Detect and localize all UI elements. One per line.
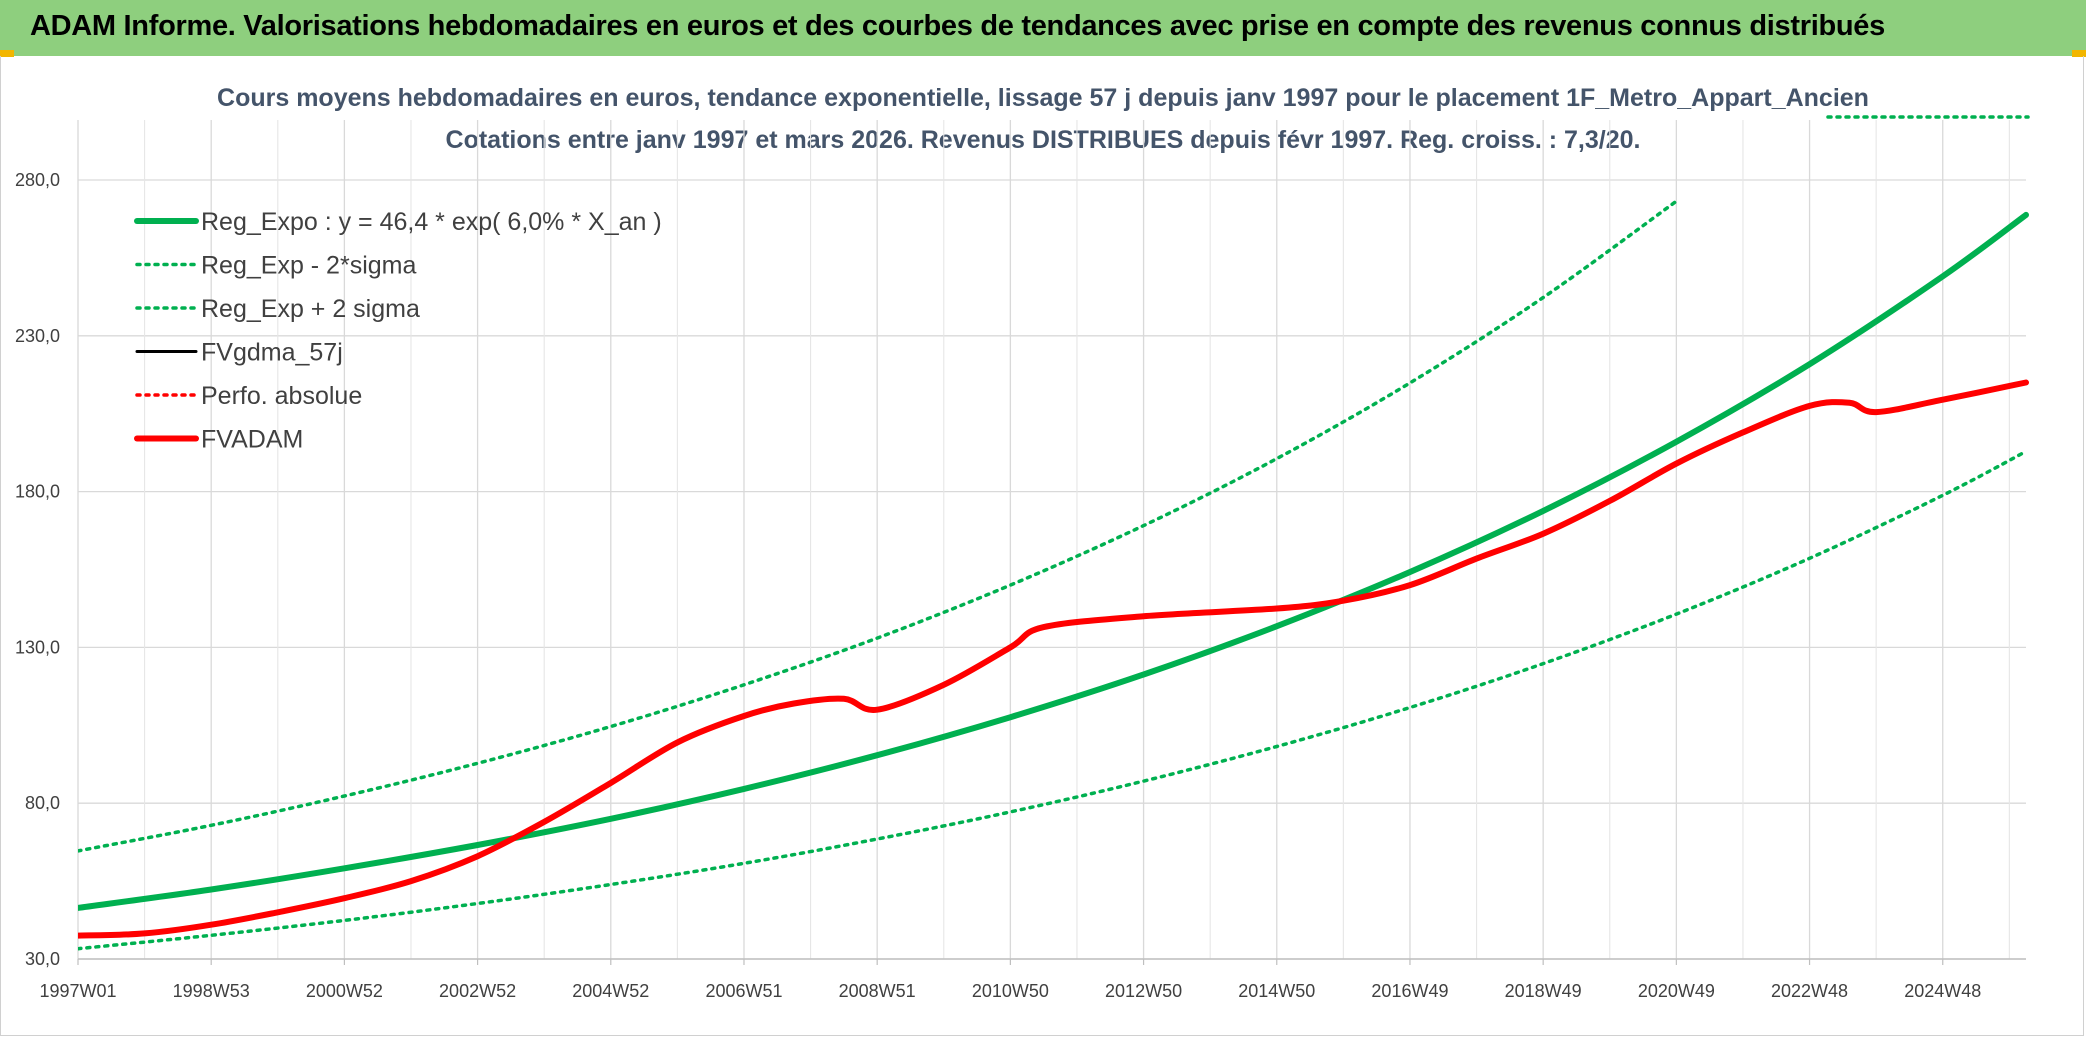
legend-label: FVgdma_57j bbox=[201, 339, 343, 367]
x-tick-label: 2016W49 bbox=[1371, 981, 1448, 1001]
x-tick-label: 1998W53 bbox=[173, 981, 250, 1001]
y-tick-label: 130,0 bbox=[15, 637, 60, 657]
y-tick-label: 180,0 bbox=[15, 482, 60, 502]
x-tick-label: 2022W48 bbox=[1771, 981, 1848, 1001]
chart-title: Cours moyens hebdomadaires en euros, ten… bbox=[217, 84, 1869, 112]
x-tick-label: 2004W52 bbox=[572, 981, 649, 1001]
x-axis: 1997W01 1998W53 2000W52 2002W52 2004W52 2006W… bbox=[39, 958, 2026, 1001]
x-tick-label: 1997W01 bbox=[39, 981, 116, 1001]
report-header: ADAM Informe. Valorisations hebdomadaire… bbox=[0, 0, 2086, 56]
x-tick-label: 2000W52 bbox=[306, 981, 383, 1001]
legend-label: Reg_Exp - 2*sigma bbox=[201, 252, 416, 280]
y-tick-label: 230,0 bbox=[15, 326, 60, 346]
corner-mark-right bbox=[2072, 50, 2086, 57]
y-tick-label: 80,0 bbox=[25, 793, 60, 813]
series-line-2 bbox=[78, 199, 1679, 853]
chart-frame bbox=[0, 56, 2084, 1036]
x-tick-label: 2024W48 bbox=[1904, 981, 1981, 1001]
x-tick-label: 2018W49 bbox=[1505, 981, 1582, 1001]
corner-mark-left bbox=[0, 50, 14, 57]
legend-label: Reg_Exp + 2 sigma bbox=[201, 295, 420, 323]
plot-area bbox=[78, 199, 2029, 951]
legend-label: FVADAM bbox=[201, 426, 303, 454]
y-axis: 30,0 80,0 130,0 180,0 230,0 280,0 bbox=[15, 170, 60, 969]
series-line-5 bbox=[78, 379, 2029, 939]
series-line-3 bbox=[78, 381, 2028, 938]
x-tick-label: 2008W51 bbox=[839, 981, 916, 1001]
x-tick-label: 2010W50 bbox=[972, 981, 1049, 1001]
x-tick-label: 2006W51 bbox=[705, 981, 782, 1001]
x-tick-label: 2012W50 bbox=[1105, 981, 1182, 1001]
report-title: ADAM Informe. Valorisations hebdomadaire… bbox=[30, 10, 1885, 42]
series-line-1 bbox=[78, 449, 2028, 951]
x-tick-label: 2002W52 bbox=[439, 981, 516, 1001]
series-line-0 bbox=[78, 211, 2029, 911]
chart-legend: Reg_Expo : y = 46,4 * exp( 6,0% * X_an )… bbox=[134, 208, 662, 454]
legend-label: Perfo. absolue bbox=[201, 382, 362, 410]
y-tick-label: 280,0 bbox=[15, 170, 60, 190]
y-tick-label: 30,0 bbox=[25, 949, 60, 969]
legend-label: Reg_Expo : y = 46,4 * exp( 6,0% * X_an ) bbox=[201, 208, 662, 236]
x-tick-label: 2020W49 bbox=[1638, 981, 1715, 1001]
chart-subtitle: Cotations entre janv 1997 et mars 2026. … bbox=[445, 126, 1641, 154]
chart-grid bbox=[77, 120, 2026, 960]
x-tick-label: 2014W50 bbox=[1238, 981, 1315, 1001]
